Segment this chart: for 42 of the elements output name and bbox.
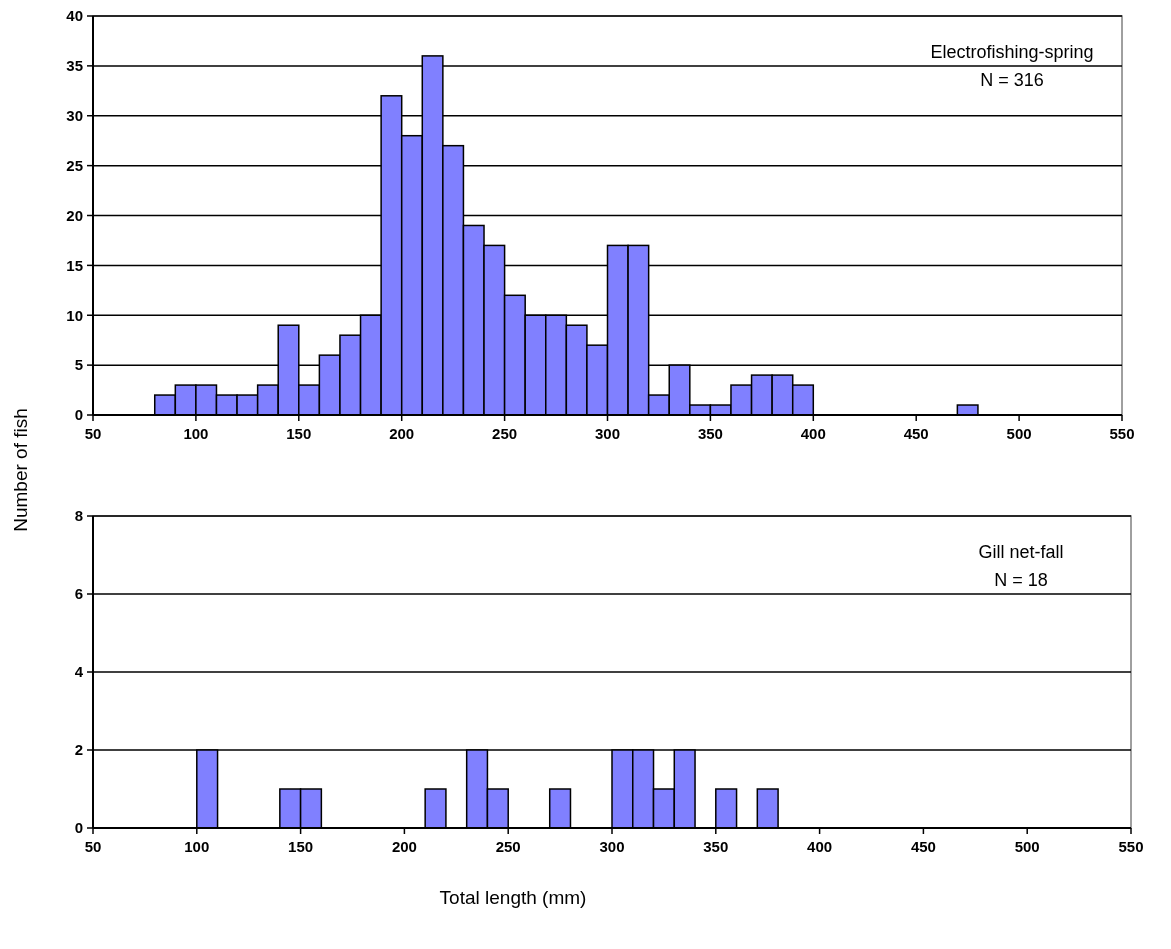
y-tick-label: 35	[66, 57, 83, 75]
y-tick-label: 10	[66, 306, 83, 324]
x-tick-label: 350	[703, 838, 729, 855]
y-tick-label: 2	[74, 741, 83, 759]
y-tick-label: 30	[66, 107, 83, 124]
y-axis-title: Number of fish	[10, 408, 31, 532]
x-tick-label: 100	[184, 838, 210, 855]
x-tick-label: 250	[492, 425, 518, 442]
x-tick-label: 400	[800, 425, 826, 442]
x-tick-label: 300	[599, 838, 625, 855]
x-tick-label: 200	[389, 425, 415, 442]
x-tick-label: 200	[391, 838, 417, 855]
y-tick-label: 6	[74, 585, 83, 603]
x-tick-label: 500	[1006, 425, 1032, 442]
x-tick-label: 150	[286, 425, 312, 442]
y-tick-label: 25	[66, 156, 83, 174]
y-tick-label: 15	[66, 256, 83, 274]
x-tick-label: 100	[183, 425, 209, 442]
x-tick-label: 550	[1118, 838, 1144, 855]
x-tick-label: 250	[495, 838, 521, 855]
y-tick-label: 5	[74, 356, 83, 374]
x-tick-label: 50	[84, 425, 102, 442]
annotation: Electrofishing-spring	[930, 42, 1094, 62]
x-tick-label: 550	[1109, 425, 1135, 442]
annotation: N = 18	[994, 570, 1048, 590]
x-tick-label: 500	[1014, 838, 1040, 855]
y-tick-label: 8	[74, 507, 83, 525]
x-tick-label: 400	[807, 838, 833, 855]
x-tick-label: 450	[910, 838, 936, 855]
x-tick-label: 150	[288, 838, 314, 855]
y-tick-label: 20	[66, 206, 83, 224]
y-tick-label: 4	[74, 663, 84, 681]
x-axis-title: Total length (mm)	[439, 887, 587, 908]
y-tick-label: 0	[74, 819, 83, 837]
annotation: N = 316	[980, 70, 1044, 90]
x-tick-label: 300	[594, 425, 621, 442]
y-tick-label: 0	[74, 406, 83, 424]
x-tick-label: 50	[84, 838, 102, 855]
annotation: Gill net-fall	[978, 542, 1064, 562]
y-tick-label: 40	[66, 7, 83, 25]
x-tick-label: 450	[903, 425, 929, 442]
x-tick-label: 350	[697, 425, 723, 442]
